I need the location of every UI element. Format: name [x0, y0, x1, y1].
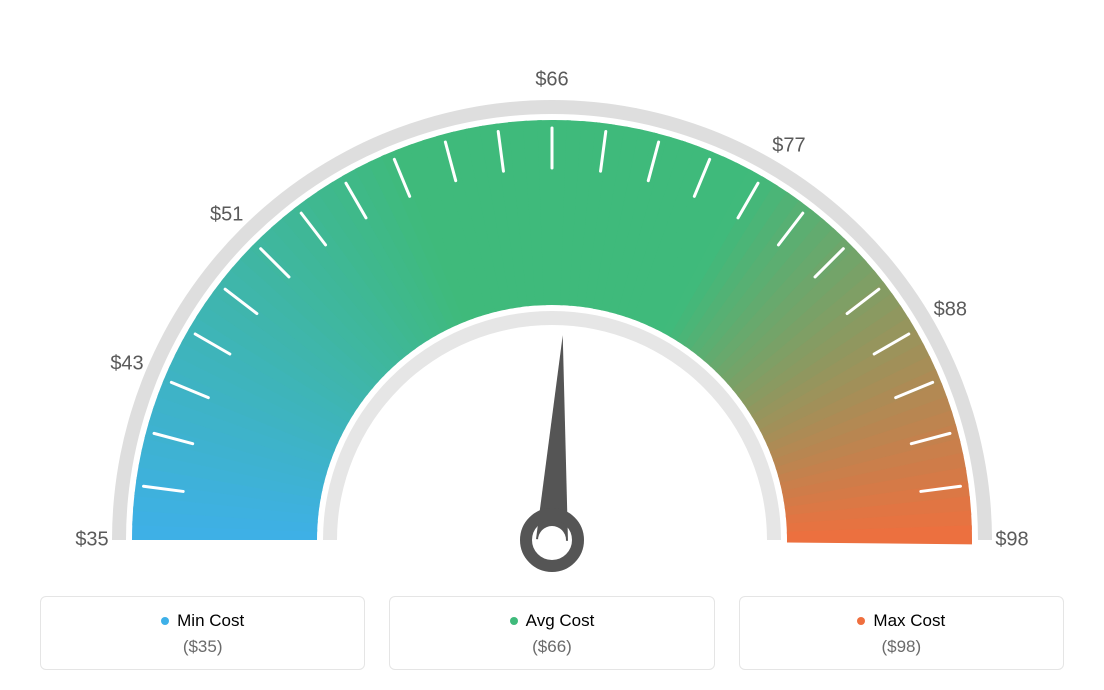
legend-title-min: Min Cost	[161, 611, 244, 631]
dot-icon	[857, 617, 865, 625]
legend-title-avg: Avg Cost	[510, 611, 595, 631]
legend-label: Min Cost	[177, 611, 244, 631]
legend-value-avg: ($66)	[390, 637, 713, 657]
gauge-tick-label: $98	[995, 529, 1028, 552]
legend-card-min: Min Cost ($35)	[40, 596, 365, 670]
legend-label: Avg Cost	[526, 611, 595, 631]
gauge-tick-label: $77	[772, 134, 805, 157]
legend-label: Max Cost	[873, 611, 945, 631]
gauge: $35 $43 $51 $66 $77 $88 $98	[0, 10, 1104, 580]
dot-icon	[161, 617, 169, 625]
gauge-tick-label: $51	[210, 203, 243, 226]
legend-value-min: ($35)	[41, 637, 364, 657]
dot-icon	[510, 617, 518, 625]
gauge-tick-label: $66	[535, 69, 568, 92]
legend-row: Min Cost ($35) Avg Cost ($66) Max Cost (…	[40, 596, 1064, 670]
gauge-tick-label: $43	[110, 352, 143, 375]
gauge-needle	[526, 335, 578, 566]
gauge-tick-label: $88	[934, 299, 967, 322]
legend-card-max: Max Cost ($98)	[739, 596, 1064, 670]
legend-title-max: Max Cost	[857, 611, 945, 631]
gauge-tick-label: $35	[75, 529, 108, 552]
gauge-svg	[0, 10, 1104, 580]
legend-card-avg: Avg Cost ($66)	[389, 596, 714, 670]
chart-container: $35 $43 $51 $66 $77 $88 $98 Min Cost ($35) Avg…	[0, 0, 1104, 690]
legend-value-max: ($98)	[740, 637, 1063, 657]
